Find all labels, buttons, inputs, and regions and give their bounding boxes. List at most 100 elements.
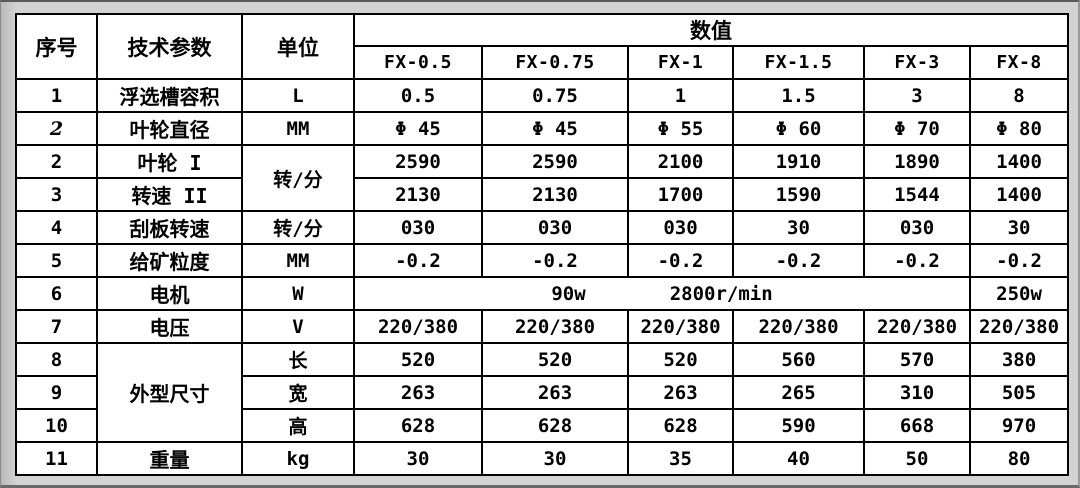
value-cell: Φ 80 xyxy=(968,111,1070,146)
value-cell: 265 xyxy=(732,375,865,410)
table-row: 2 叶轮直径 MM Φ 45 Φ 45 Φ 55 Φ 60 Φ 70 Φ 80 xyxy=(15,111,1070,146)
value-cell: 030 xyxy=(627,210,734,245)
table-row: 2 叶轮 I 转/分 2590 2590 2100 1910 1890 1400 xyxy=(15,144,1070,212)
value-cell: 80 xyxy=(968,441,1070,476)
param-cell: 叶轮直径 xyxy=(96,111,243,146)
header-model-fx-0-75: FX-0.75 xyxy=(481,45,629,80)
value-cell: 520 xyxy=(481,342,629,377)
table-row: 11 重量 kg 30 30 35 40 50 80 xyxy=(15,441,1070,476)
unit-cell: 转/分 xyxy=(241,144,355,212)
serial-cell: 10 xyxy=(15,408,98,443)
value-cell: 8 xyxy=(968,78,1070,113)
value-cell: 668 xyxy=(863,408,971,443)
value-cell: 2130 xyxy=(353,177,483,212)
serial-cell: 5 xyxy=(15,243,98,278)
serial-cell: 7 xyxy=(15,309,98,344)
unit-cell: kg xyxy=(241,441,355,476)
value-cell: 970 xyxy=(968,408,1070,443)
table-row: 9 宽 263 263 263 265 310 505 xyxy=(15,375,1070,410)
value-cell: 1544 xyxy=(863,177,971,212)
value-cell: Φ 45 xyxy=(481,111,629,146)
value-cell: Φ 55 xyxy=(627,111,734,146)
unit-cell: L xyxy=(241,78,355,113)
serial-cell: 3 xyxy=(15,177,98,212)
param-cell: 刮板转速 xyxy=(96,210,243,245)
unit-cell: 转/分 xyxy=(241,210,355,245)
header-model-fx-3: FX-3 xyxy=(863,45,971,80)
value-cell: 50 xyxy=(863,441,971,476)
value-cell: Φ 70 xyxy=(863,111,971,146)
value-cell: 2130 xyxy=(481,177,629,212)
value-cell: 590 xyxy=(732,408,865,443)
motor-spec-cell: 90w 2800r/min xyxy=(353,276,971,311)
value-cell: 220/380 xyxy=(968,309,1070,344)
value-cell: 520 xyxy=(353,342,483,377)
value-cell: 30 xyxy=(353,441,483,476)
value-cell: 220/380 xyxy=(353,309,483,344)
unit-cell: MM xyxy=(241,111,355,146)
value-cell: 250w xyxy=(968,276,1070,311)
param-cell: 转速 II xyxy=(96,177,243,212)
value-cell: 2590 xyxy=(353,144,483,179)
value-cell: 220/380 xyxy=(732,309,865,344)
value-cell: 3 xyxy=(863,78,971,113)
value-cell: -0.2 xyxy=(968,243,1070,278)
value-cell: -0.2 xyxy=(627,243,734,278)
value-cell: 030 xyxy=(353,210,483,245)
motor-power: 90w xyxy=(551,282,586,305)
unit-cell: 宽 xyxy=(241,375,355,410)
value-cell: 1700 xyxy=(627,177,734,212)
value-cell: 570 xyxy=(863,342,971,377)
unit-cell: W xyxy=(241,276,355,311)
value-cell: 30 xyxy=(732,210,865,245)
serial-cell: 6 xyxy=(15,276,98,311)
param-cell: 叶轮 I xyxy=(96,144,243,179)
value-cell: -0.2 xyxy=(863,243,971,278)
value-cell: 1.5 xyxy=(732,78,865,113)
table-row: 7 电压 V 220/380 220/380 220/380 220/380 2… xyxy=(15,309,1070,344)
serial-cell: 4 xyxy=(15,210,98,245)
table-row: 1 浮选槽容积 L 0.5 0.75 1 1.5 3 8 xyxy=(15,78,1070,113)
value-cell: 380 xyxy=(968,342,1070,377)
param-cell: 外型尺寸 xyxy=(96,342,243,443)
header-unit: 单位 xyxy=(241,13,355,80)
value-cell: 1590 xyxy=(732,177,865,212)
unit-cell: 高 xyxy=(241,408,355,443)
param-cell: 电压 xyxy=(96,309,243,344)
value-cell: 030 xyxy=(863,210,971,245)
spec-table: 序号 技术参数 单位 数值 FX-0.5 FX-0.75 FX-1 FX-1.5… xyxy=(15,13,1070,476)
header-model-fx-8: FX-8 xyxy=(968,45,1070,80)
value-cell: 35 xyxy=(627,441,734,476)
value-cell: Φ 60 xyxy=(732,111,865,146)
table-row: 10 高 628 628 628 590 668 970 xyxy=(15,408,1070,443)
value-cell: -0.2 xyxy=(481,243,629,278)
value-cell: 0.5 xyxy=(353,78,483,113)
header-param: 技术参数 xyxy=(96,13,243,80)
value-cell: 30 xyxy=(481,441,629,476)
param-cell: 电机 xyxy=(96,276,243,311)
header-model-fx-0-5: FX-0.5 xyxy=(353,45,483,80)
value-cell: 628 xyxy=(627,408,734,443)
serial-cell: 9 xyxy=(15,375,98,410)
value-cell: 1400 xyxy=(968,177,1070,212)
param-cell: 给矿粒度 xyxy=(96,243,243,278)
header-values: 数值 xyxy=(352,13,1070,47)
serial-cell: 2 xyxy=(15,111,98,146)
value-cell: 030 xyxy=(481,210,629,245)
value-cell: 1890 xyxy=(863,144,971,179)
motor-speed: 2800r/min xyxy=(669,282,773,305)
serial-cell: 2 xyxy=(15,144,98,179)
serial-cell: 1 xyxy=(15,78,98,113)
param-cell: 重量 xyxy=(96,441,243,476)
value-cell: 220/380 xyxy=(627,309,734,344)
serial-cell: 8 xyxy=(15,342,98,377)
param-cell: 浮选槽容积 xyxy=(96,78,243,113)
unit-cell: 长 xyxy=(241,342,355,377)
value-cell: 40 xyxy=(732,441,865,476)
header-serial: 序号 xyxy=(15,13,98,80)
value-cell: 220/380 xyxy=(863,309,971,344)
unit-cell: MM xyxy=(241,243,355,278)
value-cell: 520 xyxy=(627,342,734,377)
value-cell: Φ 45 xyxy=(353,111,483,146)
